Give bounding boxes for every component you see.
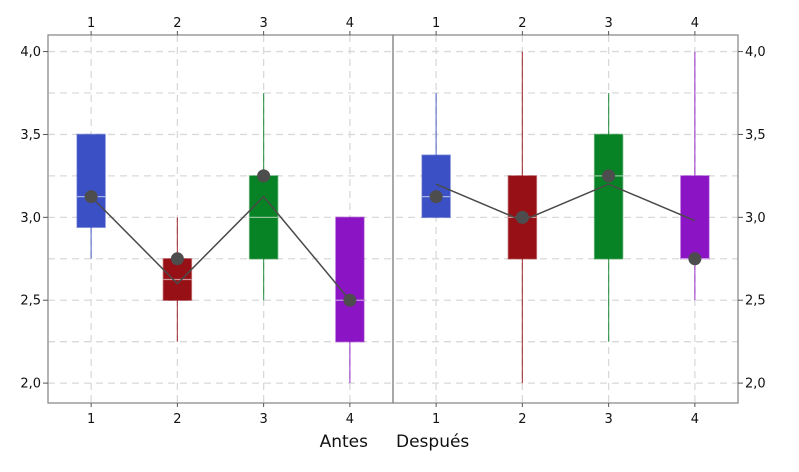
x-tick-label-top: 1 bbox=[432, 16, 440, 31]
x-tick-label-bottom: 3 bbox=[604, 412, 612, 427]
trend-line bbox=[435, 183, 696, 222]
frame-layer bbox=[43, 31, 743, 407]
y-tick-label-left: 3,5 bbox=[20, 128, 41, 143]
x-tick-label-top: 1 bbox=[87, 16, 95, 31]
y-tick-label-left: 2,5 bbox=[20, 294, 41, 309]
mean-point bbox=[515, 210, 529, 224]
y-tick-label-left: 3,0 bbox=[20, 211, 41, 226]
x-tick-label-bottom: 1 bbox=[87, 412, 95, 427]
panel-label-antes: Antes bbox=[320, 432, 369, 452]
box-layer bbox=[76, 51, 710, 384]
mean-point bbox=[429, 190, 443, 204]
x-tick-label-bottom: 1 bbox=[432, 412, 440, 427]
mean-point bbox=[688, 252, 702, 266]
x-tick-label-top: 2 bbox=[518, 16, 526, 31]
x-tick-label-top: 4 bbox=[346, 16, 354, 31]
box bbox=[335, 216, 365, 343]
label-layer: 2,0 2,0 2,5 2,5 3,0 3,0 3,5 3,5 4,0 4,0 1 1 2 2 3 3 4 4 1 1… bbox=[20, 16, 765, 452]
box bbox=[593, 133, 624, 260]
x-tick-label-top: 3 bbox=[259, 16, 267, 31]
x-tick-label-bottom: 4 bbox=[346, 412, 354, 427]
x-tick-label-top: 4 bbox=[691, 16, 699, 31]
x-tick-label-top: 2 bbox=[173, 16, 181, 31]
y-tick-label-right: 2,5 bbox=[745, 294, 766, 309]
mean-point bbox=[602, 169, 616, 183]
y-tick-label-right: 3,0 bbox=[745, 211, 766, 226]
y-tick-label-left: 4,0 bbox=[20, 45, 41, 60]
y-tick-label-right: 4,0 bbox=[745, 45, 766, 60]
mean-point bbox=[257, 169, 271, 183]
x-tick-label-bottom: 4 bbox=[691, 412, 699, 427]
mean-point bbox=[84, 190, 98, 204]
x-tick-label-top: 3 bbox=[604, 16, 612, 31]
panel-frame bbox=[392, 34, 739, 404]
mean-point bbox=[343, 293, 357, 307]
line-layer bbox=[84, 169, 702, 307]
y-tick-label-right: 2,0 bbox=[745, 377, 766, 392]
x-tick-label-bottom: 2 bbox=[518, 412, 526, 427]
x-tick-label-bottom: 2 bbox=[173, 412, 181, 427]
y-tick-label-left: 2,0 bbox=[20, 377, 41, 392]
box bbox=[421, 154, 451, 219]
panel-label-despues: Después bbox=[396, 432, 469, 452]
trend-line bbox=[90, 195, 351, 301]
box bbox=[680, 175, 710, 260]
box bbox=[76, 133, 106, 229]
mean-point bbox=[170, 252, 184, 266]
x-tick-label-bottom: 3 bbox=[259, 412, 267, 427]
y-tick-label-right: 3,5 bbox=[745, 128, 766, 143]
